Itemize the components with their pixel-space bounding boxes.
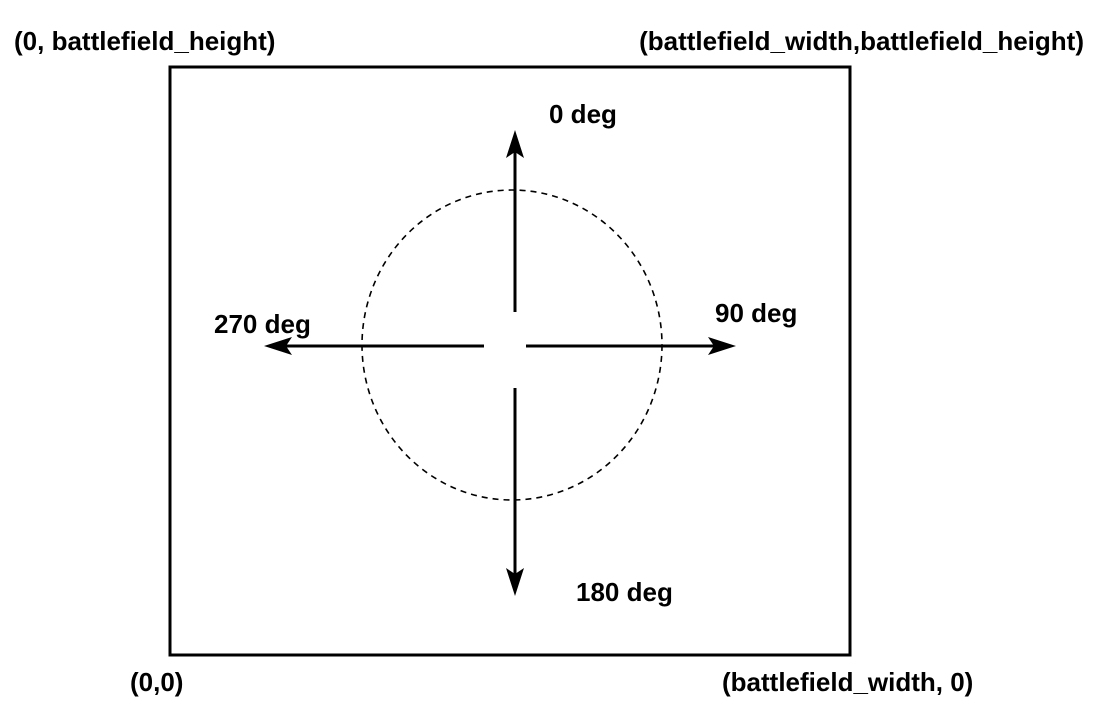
- arrow-180-deg-head: [506, 568, 524, 596]
- arrow-0-deg: [506, 130, 524, 312]
- arrow-180-deg: [506, 388, 524, 596]
- arrow-90-deg-head: [708, 337, 736, 355]
- arrow-0-deg-head: [506, 130, 524, 158]
- label-180-deg: 180 deg: [576, 577, 673, 607]
- corner-label-bottom-right: (battlefield_width, 0): [722, 667, 973, 697]
- battlefield-boundary: [168, 65, 852, 657]
- arrow-90-deg: [526, 337, 736, 355]
- corner-label-bottom-left: (0,0): [130, 667, 183, 697]
- arrow-270-deg-head: [264, 337, 292, 355]
- label-0-deg: 0 deg: [549, 99, 617, 129]
- corner-label-top-right: (battlefield_width,battlefield_height): [639, 26, 1084, 56]
- label-90-deg: 90 deg: [715, 298, 797, 328]
- arrow-270-deg: [264, 337, 484, 355]
- label-270-deg: 270 deg: [214, 309, 311, 339]
- corner-label-top-left: (0, battlefield_height): [14, 26, 275, 56]
